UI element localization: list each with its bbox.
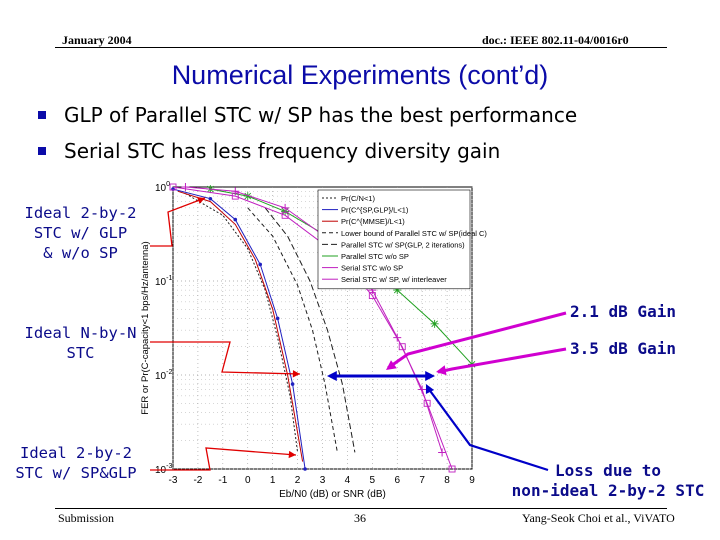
x-tick-label: 6 (394, 475, 400, 486)
series-marker (275, 316, 280, 321)
note-line: Ideal N-by-N (24, 324, 137, 342)
series-line-3 (177, 190, 304, 462)
series-marker (398, 343, 406, 351)
legend-entry: Lower bound of Parallel STC w/ SP(ideal … (341, 229, 487, 238)
x-tick-label: 5 (370, 475, 376, 486)
series-marker (290, 382, 295, 386)
bullet-square-icon (38, 110, 46, 119)
header-rule (55, 47, 667, 48)
legend-entry: Pr(C^{MMSE}/L<1) (341, 217, 405, 226)
series-marker (231, 187, 240, 196)
arrow-head (425, 371, 435, 381)
series-marker (233, 217, 238, 222)
note-ideal-nbyn: Ideal N-by-N STC (8, 323, 153, 363)
series-marker (448, 465, 456, 473)
legend-entry: Parallel STC w/o SP (341, 252, 409, 261)
footer-left: Submission (58, 511, 115, 525)
legend-entry: Serial STC w/o SP (341, 264, 403, 273)
slide-title: Numerical Experiments (cont’d) (171, 60, 549, 90)
y-tick-label: 10-2 (155, 369, 172, 382)
note-line: Loss due to (555, 461, 661, 480)
bullet-square-icon (38, 146, 46, 155)
note-line: & w/o SP (43, 244, 118, 262)
note-gain-1: 2.1 dB Gain (570, 302, 676, 321)
header-doc-id: doc.: IEEE 802.11-04/0016r0 (482, 33, 629, 47)
x-axis-label: Eb/N0 (dB) or SNR (dB) (279, 489, 386, 500)
series-line-4 (247, 207, 338, 453)
header-date: January 2004 (62, 33, 132, 47)
legend-entry: Serial STC w/ SP, w/ interleaver (341, 275, 447, 284)
legend-box (317, 189, 471, 290)
y-axis-label: FER or Pr(C-capacity<1 bps/Hz/antenna) (140, 241, 151, 414)
x-tick-label: -3 (169, 475, 178, 486)
arrow-nbyn (150, 341, 301, 375)
series-marker (181, 183, 190, 191)
series-marker (243, 192, 252, 201)
bullet-1-text: GLP of Parallel STC w/ SP has the best p… (64, 103, 578, 127)
x-tick-label: 3 (320, 475, 326, 486)
series-marker (281, 203, 290, 212)
series-marker (258, 262, 263, 267)
bullet-2-text: Serial STC has less frequency diversity … (64, 139, 501, 163)
legend-entry: Parallel STC w/ SP(GLP, 2 iterations) (341, 240, 465, 249)
series-marker (438, 448, 447, 457)
arrow-sp (150, 447, 297, 471)
note-line: STC (66, 344, 95, 362)
y-tick-label: 10-1 (155, 275, 172, 288)
footer-rule (55, 508, 667, 509)
series-marker (281, 211, 289, 219)
bullet-1: GLP of Parallel STC w/ SP has the best p… (38, 103, 577, 127)
x-tick-label: 7 (419, 475, 425, 486)
series-line-5 (264, 207, 356, 453)
series-marker (393, 286, 402, 295)
arrow-head (327, 371, 337, 381)
series-marker (303, 467, 307, 471)
arrow-head (425, 384, 435, 394)
x-tick-label: 0 (245, 475, 251, 486)
arrow-head (386, 360, 397, 370)
arrow-head (292, 370, 300, 378)
series-marker (430, 319, 439, 328)
x-tick-label: 4 (345, 475, 351, 486)
x-tick-label: -1 (218, 475, 227, 486)
x-tick-label: 8 (444, 475, 450, 486)
x-tick-label: -2 (193, 475, 202, 486)
footer-right: Yang-Seok Choi et al., ViVATO (522, 511, 675, 525)
series-line-1 (185, 193, 299, 453)
x-tick-label: 1 (270, 475, 276, 486)
arrow-loss (427, 387, 549, 472)
arrow-glp (150, 197, 206, 247)
y-tick-label: 100 (155, 181, 170, 194)
arrow-head (436, 365, 447, 376)
legend-entry: Pr(C^{SP,GLP}/L<1) (341, 206, 409, 215)
note-ideal-2by2-sp: Ideal 2-by-2 STC w/ SP&GLP (0, 443, 152, 483)
series-marker (231, 192, 239, 200)
legend-entry: Pr(C/N<1) (341, 194, 375, 203)
note-ideal-2by2-glp: Ideal 2-by-2 STC w/ GLP & w/o SP (8, 203, 153, 263)
series-marker (169, 183, 177, 191)
footer-page: 36 (354, 511, 366, 525)
arrow-head (288, 450, 296, 459)
series-marker (423, 399, 431, 407)
note-line: Ideal 2-by-2 (24, 204, 137, 222)
note-line: STC w/ GLP (33, 224, 128, 242)
note-loss: Loss due to non-ideal 2-by-2 STC (498, 461, 718, 501)
bullet-2: Serial STC has less frequency diversity … (38, 139, 500, 163)
note-line: Ideal 2-by-2 (20, 444, 132, 462)
x-tick-label: 2 (295, 475, 301, 486)
x-tick-label: 9 (469, 475, 475, 486)
note-gain-2: 3.5 dB Gain (570, 339, 676, 358)
arrow-head (197, 197, 205, 204)
series-marker (208, 196, 213, 201)
series-marker (368, 292, 376, 300)
note-line: non-ideal 2-by-2 STC (511, 481, 705, 500)
note-line: STC w/ SP&GLP (15, 464, 137, 482)
arrow-gain-1 (387, 311, 567, 370)
